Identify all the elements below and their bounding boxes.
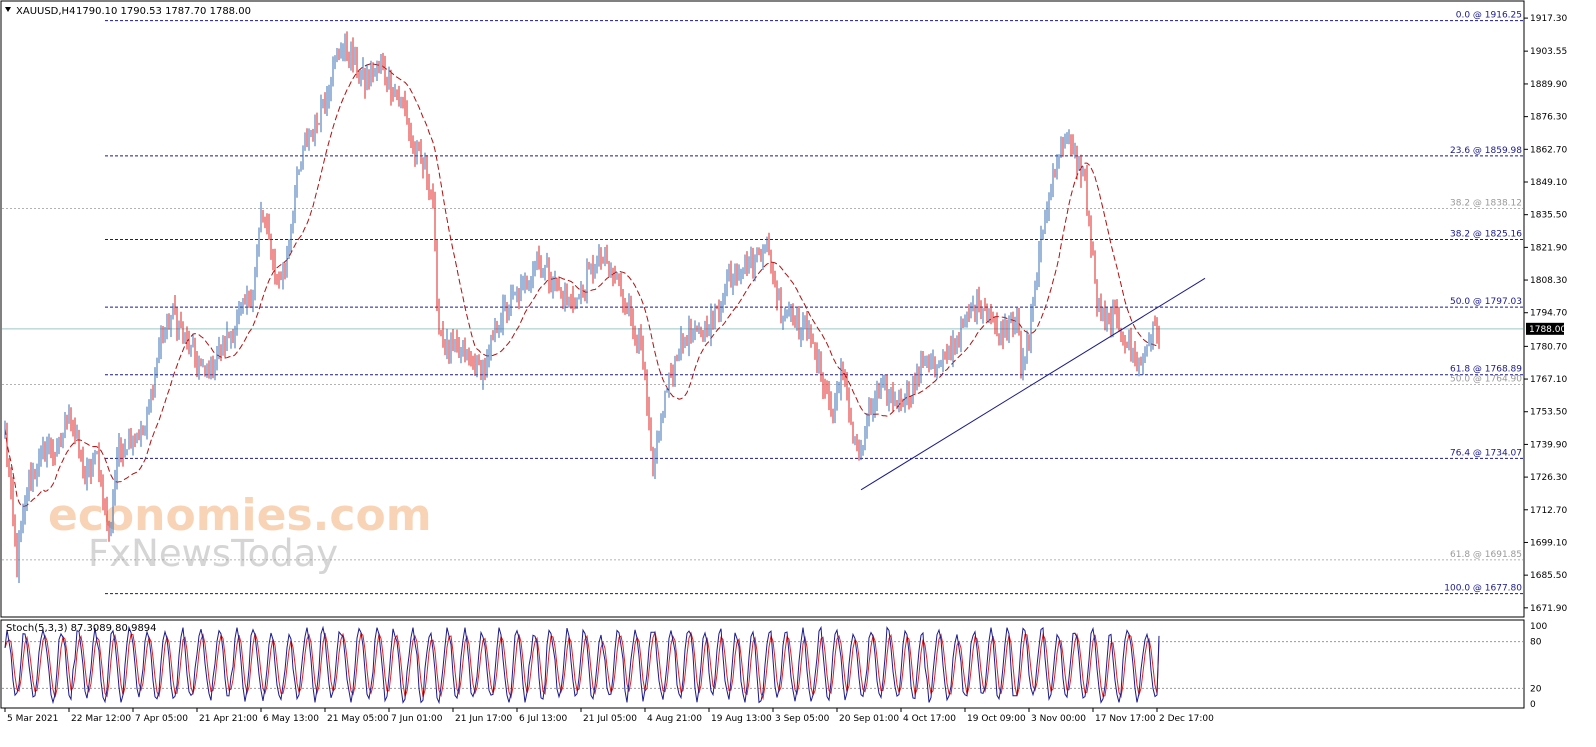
price-tick-label: 1739.90: [1530, 440, 1567, 450]
fib-label: 100.0 @ 1677.80: [1444, 584, 1522, 594]
price-tick-label: 1780.70: [1530, 342, 1567, 352]
current-price-box: [1526, 322, 1564, 335]
price-tick-label: 1821.90: [1530, 243, 1567, 253]
price-tick-label: 1808.30: [1530, 276, 1567, 286]
fib-label: 23.6 @ 1859.98: [1450, 146, 1522, 156]
time-tick-label: 4 Oct 17:00: [903, 714, 956, 724]
current-price-label: 1788.00: [1529, 325, 1566, 335]
watermark-economies: economies.com: [48, 490, 432, 541]
fib-label: 38.2 @ 1838.12: [1450, 198, 1522, 208]
price-tick-label: 1671.90: [1530, 604, 1567, 614]
time-tick-label: 19 Oct 09:00: [967, 714, 1026, 724]
main-panel-frame: [0, 0, 1525, 618]
ohlc-readout: 1790.10 1790.53 1787.70 1788.00: [76, 6, 251, 17]
price-tick-label: 1753.50: [1530, 408, 1567, 418]
watermark: economies.com FxNewsToday: [48, 490, 432, 575]
fibonacci-levels: 0.0 @ 1916.25 23.6 @ 1859.98 38.2 @ 1838.1…: [2, 11, 1523, 595]
time-tick-label: 7 Apr 05:00: [135, 714, 188, 724]
stoch-panel-frame: [0, 619, 1525, 709]
trendline: [860, 277, 1206, 491]
stoch-tick-label: 0: [1530, 700, 1536, 710]
time-tick-label: 17 Nov 17:00: [1095, 714, 1156, 724]
stoch-tick-label: 20: [1530, 684, 1542, 694]
time-tick-label: 3 Sep 05:00: [775, 714, 830, 724]
time-tick-label: 6 May 13:00: [263, 714, 319, 724]
price-tick-label: 1876.30: [1530, 113, 1567, 123]
fib-label: 38.2 @ 1825.16: [1450, 230, 1522, 240]
trendline-layer: [860, 277, 1206, 491]
watermark-fxnewstoday: FxNewsToday: [88, 532, 338, 575]
moving-average: [4, 62, 1160, 507]
time-axis: 5 Mar 2021 22 Mar 12:00 7 Apr 05:00 21 Apr …: [4, 708, 1214, 724]
time-tick-label: 6 Jul 13:00: [519, 714, 568, 724]
price-tick-label: 1685.50: [1530, 571, 1567, 581]
time-tick-label: 4 Aug 21:00: [647, 714, 702, 724]
time-tick-label: 7 Jun 01:00: [391, 714, 443, 724]
dropdown-triangle-icon[interactable]: [5, 7, 11, 12]
time-tick-label: 5 Mar 2021: [7, 714, 58, 724]
stoch-tick-label: 80: [1530, 638, 1542, 648]
fib-label: 50.0 @ 1797.03: [1450, 297, 1522, 307]
stoch-title: Stoch(5,3,3) 87.3089 80.9894: [6, 623, 157, 634]
fib-label: 61.8 @ 1691.85: [1450, 550, 1522, 560]
symbol-label: XAUUSD,H4: [16, 6, 75, 17]
price-tick-label: 1699.10: [1530, 538, 1567, 548]
price-tick-label: 1794.70: [1530, 309, 1567, 319]
price-tick-label: 1849.10: [1530, 178, 1567, 188]
candlesticks: [4, 31, 1160, 584]
fib-label: 61.8 @ 1768.89: [1450, 365, 1522, 375]
price-tick-label: 1712.70: [1530, 506, 1567, 516]
time-tick-label: 21 Apr 21:00: [199, 714, 258, 724]
stoch-main-line: [4, 625, 1160, 705]
moving-average-line: [4, 62, 1160, 507]
current-price-tag: 1788.00: [1526, 322, 1566, 335]
fib-label: 0.0 @ 1916.25: [1456, 11, 1522, 21]
fib-label: 50.0 @ 1764.90: [1450, 374, 1522, 384]
price-tick-label: 1903.55: [1530, 47, 1567, 57]
stochastic-oscillator: 100 80 20 0: [2, 622, 1547, 710]
price-tick-label: 1767.10: [1530, 375, 1567, 385]
time-tick-label: 19 Aug 13:00: [711, 714, 772, 724]
chart-header: XAUUSD,H4 1790.10 1790.53 1787.70 1788.0…: [5, 6, 251, 17]
price-tick-label: 1726.30: [1530, 473, 1567, 483]
price-axis: 1917.30 1903.55 1889.90 1876.30 1862.70 1849.…: [1524, 14, 1567, 614]
price-tick-label: 1917.30: [1530, 14, 1567, 24]
fib-label: 76.4 @ 1734.07: [1450, 448, 1522, 458]
time-tick-label: 20 Sep 01:00: [839, 714, 899, 724]
stoch-signal-line: [4, 630, 1160, 701]
time-tick-label: 21 Jul 05:00: [583, 714, 637, 724]
time-tick-label: 21 Jun 17:00: [455, 714, 512, 724]
price-tick-label: 1835.50: [1530, 211, 1567, 221]
price-tick-label: 1889.90: [1530, 80, 1567, 90]
time-tick-label: 21 May 05:00: [327, 714, 389, 724]
stoch-tick-label: 100: [1530, 622, 1547, 632]
price-tick-label: 1862.70: [1530, 145, 1567, 155]
time-tick-label: 3 Nov 00:00: [1031, 714, 1086, 724]
time-tick-label: 2 Dec 17:00: [1159, 714, 1214, 724]
time-tick-label: 22 Mar 12:00: [71, 714, 131, 724]
